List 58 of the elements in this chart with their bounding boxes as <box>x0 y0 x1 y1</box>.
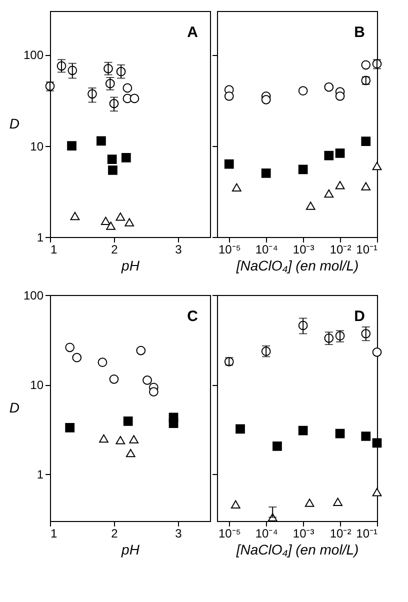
point <box>65 342 75 352</box>
x-tick-label: 1 <box>50 526 58 540</box>
point <box>72 352 82 362</box>
point <box>100 216 110 226</box>
x-tick-label: 10⁻¹ <box>356 242 378 256</box>
x-tick-label: 3 <box>175 526 182 540</box>
x-tick-label: 2 <box>111 526 118 540</box>
x-tick-label: 10⁻⁵ <box>218 526 241 540</box>
x-tick-label: 10⁻³ <box>292 242 314 256</box>
y-axis-title: D <box>9 400 20 416</box>
x-tick-label: 10⁻⁵ <box>218 242 241 256</box>
x-axis-title: pH <box>120 542 140 558</box>
point <box>116 436 126 444</box>
point <box>108 165 118 175</box>
x-tick-label: 3 <box>175 242 182 256</box>
point <box>67 141 76 150</box>
point <box>70 212 80 220</box>
x-tick-label: 2 <box>111 242 118 256</box>
annotation: D <box>354 308 366 325</box>
x-tick-label: 10⁻² <box>330 526 352 540</box>
x-tick-label: 10⁻⁴ <box>255 526 278 540</box>
x-tick-label: 10⁻² <box>330 242 352 256</box>
point <box>129 435 139 444</box>
y-tick-label: 100 <box>23 48 44 62</box>
annotation: C <box>187 308 198 325</box>
point <box>98 358 108 368</box>
point <box>121 153 131 162</box>
x-tick-label: 10⁻⁴ <box>255 242 278 256</box>
point <box>136 346 146 356</box>
point <box>99 434 108 443</box>
y-tick-label: 1 <box>36 468 44 482</box>
point <box>96 136 106 146</box>
x-tick-label: 1 <box>50 242 58 256</box>
annotation: A <box>187 24 198 41</box>
annotation: B <box>354 24 366 41</box>
point <box>148 387 158 397</box>
x-tick-label: 10⁻³ <box>292 526 314 540</box>
point <box>122 83 132 93</box>
point <box>124 218 134 226</box>
point <box>107 154 117 164</box>
y-tick-label: 100 <box>23 288 44 302</box>
point <box>123 416 133 426</box>
x-axis-title: pH <box>120 258 140 274</box>
point <box>109 374 119 384</box>
point <box>116 212 126 221</box>
y-tick-label: 10 <box>30 139 44 154</box>
point <box>126 448 136 458</box>
point <box>106 222 116 230</box>
y-axis-title: D <box>9 116 20 132</box>
point <box>130 94 140 104</box>
x-axis-title: [NaClO₄] (en mol/L) <box>235 542 359 558</box>
point <box>65 423 75 432</box>
x-tick-label: 10⁻¹ <box>356 526 378 540</box>
point <box>168 418 178 428</box>
y-tick-label: 10 <box>30 378 44 392</box>
y-tick-label: 1 <box>36 230 44 244</box>
point <box>142 375 152 385</box>
x-axis-title: [NaClO₄] (en mol/L) <box>235 258 359 274</box>
